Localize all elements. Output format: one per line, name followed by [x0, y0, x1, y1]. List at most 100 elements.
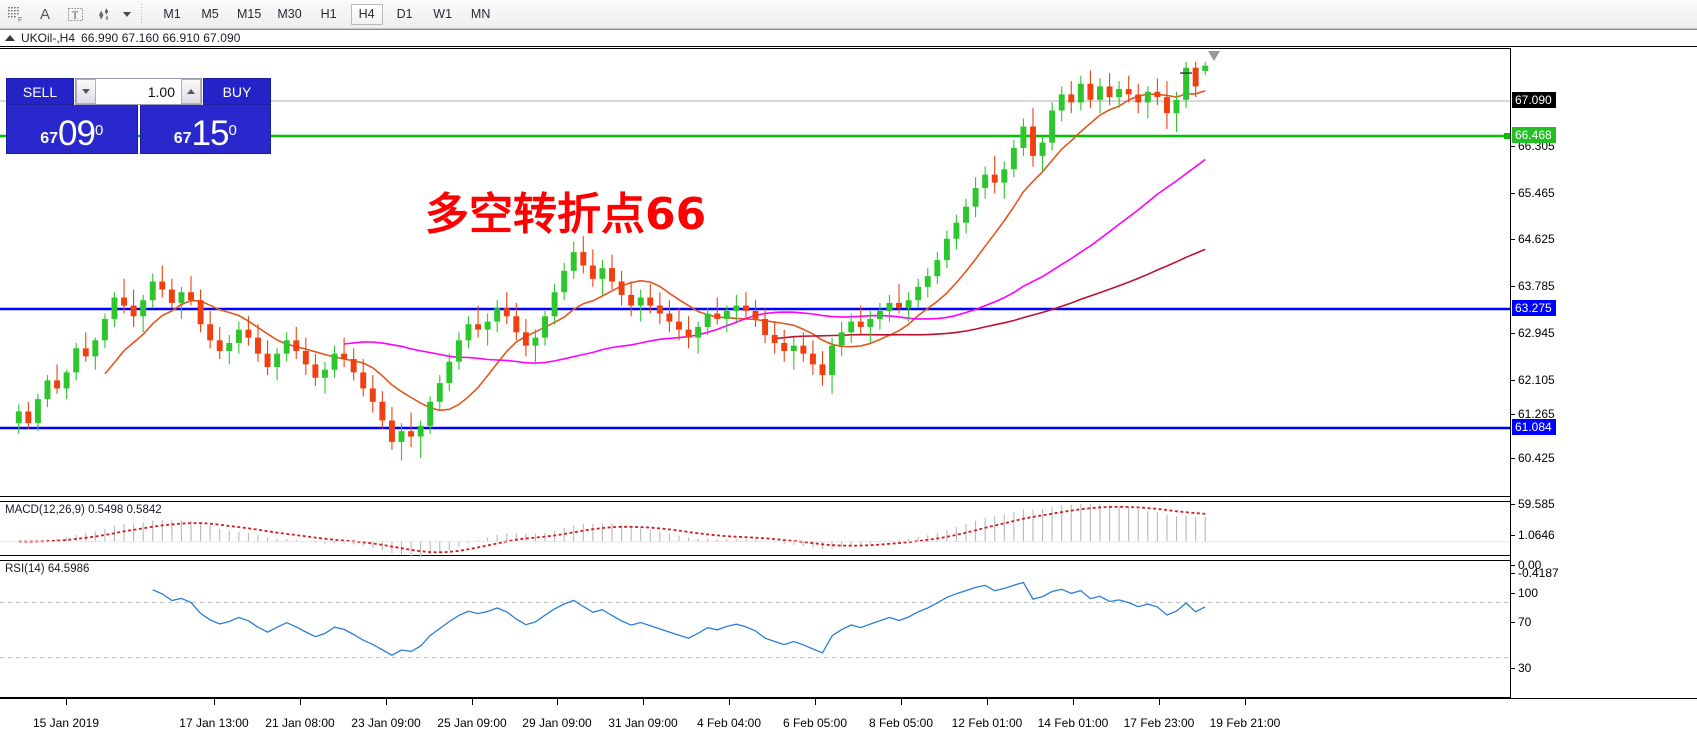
candlestick: [714, 297, 721, 325]
timeframe-m15[interactable]: M15: [237, 7, 262, 21]
candlestick: [637, 289, 644, 322]
candlestick: [896, 284, 903, 314]
candlestick: [934, 252, 941, 285]
buy-price-box[interactable]: 67 15 0: [139, 105, 271, 154]
candlestick: [781, 329, 788, 362]
time-axis-label: 14 Feb 01:00: [1037, 716, 1109, 730]
time-axis-tick: [729, 699, 730, 705]
timeframe-m1[interactable]: M1: [163, 7, 181, 21]
candlestick: [417, 420, 424, 458]
candlestick: [1030, 107, 1036, 167]
objects-dropdown-caret-icon[interactable]: [120, 1, 134, 28]
candlestick: [436, 375, 443, 410]
candlestick: [1192, 61, 1199, 98]
chart-annotation-text[interactable]: 多空转折点66: [425, 189, 707, 240]
sell-button[interactable]: SELL: [6, 78, 74, 105]
candlestick: [168, 278, 175, 309]
macd-pane[interactable]: MACD(12,26,9) 0.5498 0.5842: [0, 501, 1510, 557]
volume-stepper[interactable]: 1.00: [75, 78, 202, 105]
candlestick: [283, 332, 290, 362]
candlestick: [379, 391, 386, 429]
candlestick: [188, 276, 194, 306]
sell-price-pips: 09: [58, 114, 96, 153]
objects-icon[interactable]: [90, 1, 120, 28]
candlestick: [388, 407, 395, 450]
sell-price-box[interactable]: 67 09 0: [6, 105, 138, 154]
candlestick: [197, 289, 204, 333]
timeframe-w1[interactable]: W1: [433, 7, 453, 21]
price-axis-tick: 70: [1511, 615, 1531, 629]
candlestick: [838, 321, 845, 357]
candlestick: [580, 236, 587, 274]
price-axis[interactable]: 67.090 66.468 66.305 65.465 64.625 63.785 63.2…: [1510, 48, 1697, 698]
time-axis[interactable]: 15 Jan 2019 17 Jan 13:00 21 Jan 08:00 23 Ja…: [0, 698, 1697, 754]
volume-increase-button[interactable]: [181, 79, 201, 104]
candlestick: [321, 361, 328, 394]
candlestick: [867, 310, 874, 343]
candlestick: [350, 348, 357, 381]
price-axis-tick: 63.785: [1511, 279, 1555, 293]
price-axis-badge: 61.084: [1512, 419, 1556, 435]
candlestick: [943, 230, 950, 269]
templates-icon[interactable]: F: [0, 1, 30, 28]
time-axis-label: 17 Jan 13:00: [179, 716, 249, 730]
candlestick: [149, 273, 156, 309]
candlestick: [130, 289, 137, 327]
rsi-pane[interactable]: RSI(14) 64.5986: [0, 560, 1510, 698]
buy-price-integer: 67: [173, 130, 192, 147]
timeframe-mn[interactable]: MN: [470, 7, 491, 21]
candlestick: [1049, 102, 1056, 151]
candlestick: [915, 278, 922, 309]
candlestick: [886, 294, 893, 322]
candlestick: [408, 412, 415, 448]
candlestick: [742, 292, 749, 319]
time-axis-label: 17 Feb 23:00: [1123, 716, 1195, 730]
candlestick: [360, 359, 367, 397]
candlestick: [551, 284, 558, 325]
symbol-label: UKOil-,H4: [21, 31, 76, 45]
text-label-icon[interactable]: A: [39, 5, 50, 23]
buy-button[interactable]: BUY: [203, 78, 271, 105]
price-axis-tick: 59.585: [1511, 497, 1555, 511]
candlestick: [876, 302, 883, 330]
price-axis-tick: 62.105: [1511, 373, 1555, 387]
candlestick: [1135, 83, 1142, 114]
timeframe-m5[interactable]: M5: [201, 7, 219, 21]
candlestick: [82, 332, 89, 362]
candlestick: [398, 423, 405, 461]
timeframe-m30[interactable]: M30: [277, 7, 302, 21]
candlestick: [963, 198, 969, 234]
candlestick: [245, 316, 252, 346]
candlestick: [1173, 91, 1180, 132]
candlestick: [570, 241, 577, 279]
candlestick: [599, 260, 606, 295]
timeframe-h4[interactable]: H4: [350, 3, 383, 25]
time-axis-tick: [643, 699, 644, 705]
chart-window: UKOil-,H4 66.990 67.160 66.910 67.090 MA…: [0, 29, 1697, 754]
volume-decrease-button[interactable]: [76, 79, 96, 104]
candlestick: [723, 305, 730, 333]
timeframe-h1[interactable]: H1: [320, 7, 337, 21]
candlestick: [790, 337, 797, 370]
candlestick: [733, 294, 740, 322]
candlestick: [685, 316, 692, 349]
candlestick: [618, 270, 625, 306]
price-axis-badge: 67.090: [1512, 92, 1556, 108]
volume-value[interactable]: 1.00: [96, 79, 181, 104]
candlestick: [34, 393, 41, 432]
candlestick: [561, 262, 568, 301]
candlestick: [140, 294, 147, 333]
price-axis-tick: 0.00: [1511, 558, 1541, 572]
rsi-label: RSI(14) 64.5986: [5, 563, 90, 575]
macd-chart-canvas: [0, 503, 1510, 557]
text-box-icon[interactable]: T: [60, 1, 90, 28]
candlestick: [924, 268, 931, 298]
sell-price-integer: 67: [40, 130, 58, 147]
candlestick: [762, 308, 769, 343]
candlestick: [455, 332, 462, 370]
candlestick: [503, 292, 510, 325]
time-axis-label: 21 Jan 08:00: [265, 716, 335, 730]
chart-collapse-icon[interactable]: [5, 35, 15, 41]
candlestick: [293, 326, 300, 360]
timeframe-d1[interactable]: D1: [396, 7, 413, 21]
